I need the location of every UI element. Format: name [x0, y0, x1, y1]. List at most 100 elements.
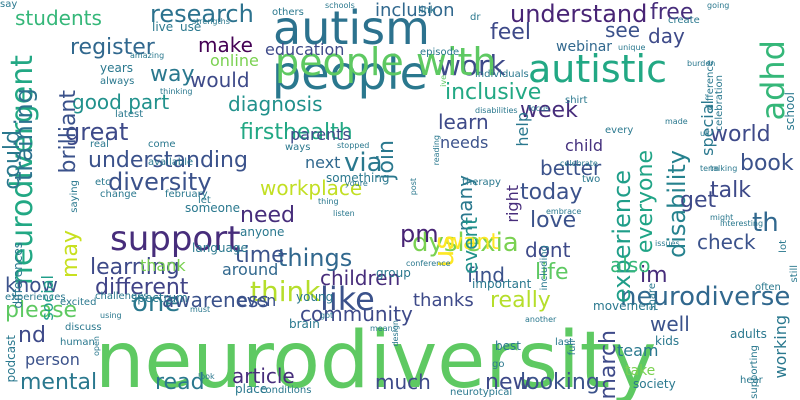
- word-neurodiversity: neurodiversity: [95, 316, 657, 400]
- word-might: might: [710, 213, 734, 222]
- word-group: group: [376, 266, 411, 280]
- word-want: want: [445, 230, 500, 255]
- word-celebrate: celebrate: [560, 159, 598, 168]
- word-th: th: [752, 208, 779, 238]
- word-needs: needs: [440, 133, 489, 152]
- word-interesting: interesting: [720, 219, 764, 228]
- word-love: love: [530, 208, 577, 233]
- word-amazing: amazing: [130, 51, 165, 60]
- word-children: children: [320, 266, 401, 290]
- word-find: find: [467, 263, 505, 287]
- word-etc: etc: [95, 177, 111, 188]
- word-excited: excited: [60, 297, 97, 308]
- word-awareness: awareness: [162, 288, 269, 312]
- word-society: society: [633, 377, 676, 391]
- word-someone: someone: [185, 201, 240, 215]
- word-week: week: [520, 98, 578, 123]
- word-workplace: workplace: [260, 176, 363, 200]
- word-diversity: diversity: [108, 168, 212, 196]
- word-pm: pm: [400, 220, 439, 248]
- word-means: means: [370, 324, 397, 333]
- word-share: share: [647, 283, 658, 311]
- word-team: team: [617, 341, 659, 360]
- word-community: community: [300, 302, 413, 326]
- word-individuals: individuals: [475, 69, 529, 80]
- word-work: work: [438, 49, 506, 82]
- word-embrace: embrace: [546, 207, 582, 216]
- word-human: human: [60, 337, 95, 348]
- word-using: using: [100, 311, 122, 320]
- word-inclusion: inclusion: [375, 0, 455, 21]
- word-discuss: discuss: [65, 322, 102, 333]
- word-working: working: [771, 315, 790, 379]
- word-young: young: [296, 290, 334, 304]
- word-mental: mental: [20, 370, 98, 395]
- word-conditions: conditions: [260, 385, 312, 396]
- word-disabilities: disabilities: [475, 106, 518, 115]
- word-research: research: [150, 0, 254, 28]
- word-online: online: [210, 51, 259, 70]
- word-please: please: [5, 298, 78, 323]
- word-autistic: autistic: [528, 47, 667, 91]
- word-look: look: [198, 372, 215, 381]
- word-saying: saying: [69, 180, 80, 213]
- word-including: including: [539, 245, 550, 291]
- word-thing: thing: [318, 197, 339, 206]
- word-february: february: [165, 189, 208, 200]
- word-webinar: webinar: [556, 39, 613, 55]
- word-parents: parents: [290, 125, 351, 144]
- word-need: need: [240, 203, 295, 228]
- word-understanding: understanding: [88, 148, 248, 173]
- word-hear: hear: [740, 375, 763, 386]
- word-life: life: [535, 260, 569, 285]
- word-others: others: [272, 7, 304, 18]
- word-around: around: [222, 260, 279, 279]
- word-reading: reading: [432, 135, 441, 166]
- word-go: go: [492, 359, 505, 370]
- word-movement: movement: [593, 299, 658, 313]
- word-would: would: [190, 68, 250, 92]
- word-experience: experience: [608, 170, 636, 304]
- word-feel: feel: [490, 20, 531, 45]
- word-adults: adults: [730, 327, 767, 341]
- word-thank: thank: [140, 256, 186, 275]
- word-time: time: [235, 243, 285, 268]
- word-youre: youre: [345, 179, 368, 188]
- word-things: things: [278, 244, 353, 272]
- word-autism: autism: [273, 1, 430, 55]
- word-create: create: [668, 15, 700, 26]
- word-may: may: [58, 230, 83, 278]
- word-use: use: [180, 20, 202, 34]
- word-people: people: [272, 46, 428, 100]
- word-dont: dont: [525, 238, 571, 262]
- word-thanks: thanks: [413, 290, 474, 311]
- word-language: language: [192, 241, 248, 255]
- word-burden: burden: [687, 59, 716, 68]
- word-way: way: [150, 62, 195, 87]
- word-could: could: [0, 130, 25, 190]
- word-nd: nd: [18, 323, 46, 348]
- word-free: free: [650, 0, 694, 25]
- word-next: next: [305, 153, 341, 172]
- word-see: see: [605, 18, 641, 42]
- word-take: take: [625, 363, 656, 379]
- word-diagnosis: diagnosis: [228, 92, 323, 116]
- word-right: right: [503, 185, 522, 223]
- word-shirt: shirt: [565, 95, 588, 106]
- word-one: one: [132, 288, 181, 318]
- word-person: person: [25, 350, 80, 369]
- word-help: help: [513, 112, 532, 147]
- word-ways: ways: [285, 142, 311, 153]
- word-last: last: [555, 337, 574, 348]
- word-full: full: [567, 340, 578, 356]
- word-challenges: challenges: [95, 291, 149, 302]
- word-get: get: [680, 188, 717, 213]
- word-different: different: [95, 275, 189, 300]
- word-understand: understand: [510, 0, 648, 28]
- word-celebration: celebration: [714, 75, 725, 132]
- word-firsthealth: firsthealth: [240, 120, 353, 145]
- word-supporting: supporting: [749, 345, 760, 399]
- word-today: today: [520, 180, 583, 205]
- word-via: via: [344, 148, 383, 178]
- word-link: link: [418, 5, 436, 16]
